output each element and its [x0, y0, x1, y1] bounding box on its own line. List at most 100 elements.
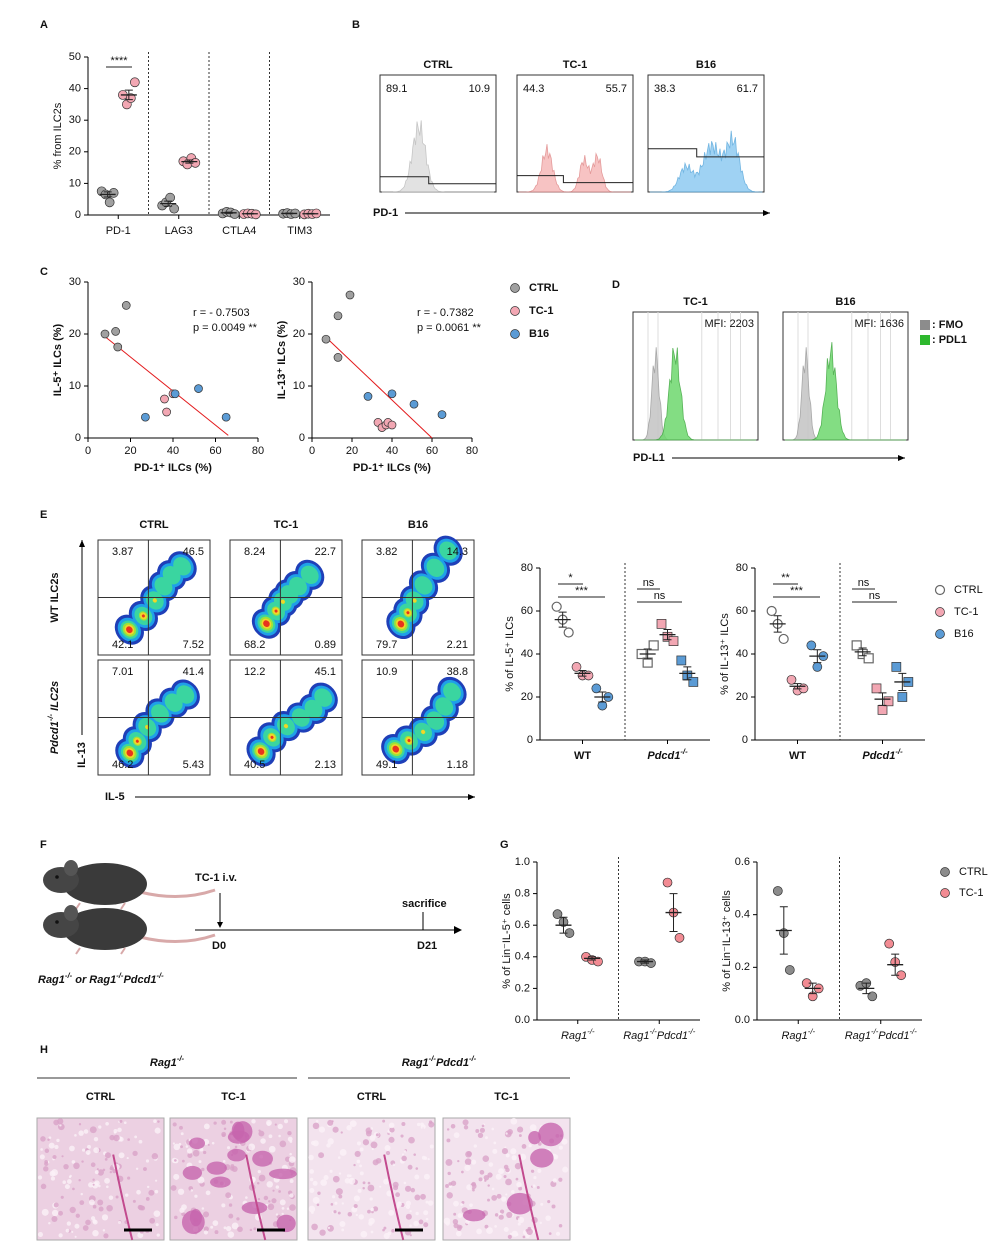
- tissue-speck: [477, 1132, 484, 1139]
- y-tick-label: 10: [293, 380, 305, 392]
- tissue-speck: [420, 1124, 426, 1130]
- error-bar: [669, 893, 678, 933]
- y-tick-label: 0.4: [515, 951, 530, 963]
- tissue-speck: [532, 1184, 536, 1188]
- tissue-speck: [395, 1192, 401, 1198]
- tissue-speck: [143, 1167, 147, 1172]
- tissue-speck: [356, 1141, 362, 1146]
- y-tick-label: 1.0: [515, 856, 530, 868]
- y-tick-label: 0: [75, 432, 81, 444]
- x-tick-label: WT: [574, 750, 591, 762]
- mouse-body: [63, 863, 147, 905]
- tissue-speck: [448, 1182, 453, 1186]
- tissue-speck: [315, 1119, 319, 1123]
- quadrant-percent: 5.43: [183, 759, 204, 771]
- tissue-speck: [106, 1204, 113, 1212]
- tissue-speck: [268, 1134, 273, 1139]
- tissue-speck: [471, 1159, 477, 1165]
- tissue-speck: [347, 1211, 353, 1217]
- density: [284, 724, 288, 729]
- tissue-speck: [201, 1207, 205, 1210]
- tissue-speck: [548, 1232, 552, 1235]
- x-tick-label: 60: [209, 445, 221, 457]
- tissue-speck: [266, 1119, 272, 1126]
- tissue-speck: [108, 1195, 114, 1200]
- tissue-speck: [78, 1179, 81, 1182]
- tissue-speck: [353, 1203, 358, 1209]
- tissue-speck: [403, 1181, 407, 1185]
- tumor-nodule: [206, 1161, 227, 1175]
- tissue-speck: [309, 1177, 314, 1182]
- tissue-speck: [148, 1189, 155, 1196]
- tissue-speck: [170, 1185, 177, 1191]
- tissue-speck: [461, 1170, 464, 1174]
- quadrant-percent: 45.1: [315, 666, 336, 678]
- gate-percent: 10.9: [469, 83, 490, 95]
- dot: [170, 389, 180, 399]
- dot: [321, 334, 331, 344]
- significance: ***: [790, 585, 804, 597]
- mouse-body: [63, 908, 147, 950]
- error-bar: [878, 692, 887, 706]
- tissue-speck: [174, 1159, 177, 1162]
- quadrant-percent: 41.4: [183, 666, 204, 678]
- tissue-speck: [428, 1120, 433, 1124]
- panel-letter: B: [352, 19, 360, 31]
- tissue-speck: [203, 1230, 209, 1235]
- tissue-speck: [333, 1210, 337, 1214]
- axis-label: PD-L1: [633, 452, 665, 464]
- tissue-speck: [367, 1184, 375, 1192]
- text-part: Pdcd1: [647, 750, 680, 762]
- tissue-speck: [201, 1167, 205, 1172]
- y-tick-label: 10: [69, 380, 81, 392]
- column-title: B16: [408, 519, 428, 531]
- y-tick-label: 0: [742, 734, 748, 746]
- tissue-speck: [54, 1144, 59, 1150]
- tissue-speck: [96, 1168, 99, 1171]
- tissue-speck: [457, 1159, 460, 1163]
- tissue-speck: [409, 1234, 412, 1237]
- y-tick-label: 0.6: [735, 856, 750, 868]
- tissue-speck: [405, 1200, 412, 1206]
- legend-marker: [510, 283, 520, 293]
- tissue-speck: [484, 1224, 489, 1229]
- tissue-speck: [445, 1184, 449, 1188]
- y-axis-label: % of Lin⁻IL-5⁺ cells: [501, 893, 513, 989]
- histogram: [518, 144, 631, 193]
- dot: [169, 203, 180, 214]
- mfi: MFI: 1636: [854, 318, 904, 330]
- significance: ***: [575, 585, 589, 597]
- tissue-speck: [409, 1210, 412, 1213]
- density: [435, 697, 454, 716]
- tissue-speck: [416, 1122, 421, 1127]
- tissue-speck: [447, 1171, 451, 1176]
- text-part: Rag1: [561, 1030, 587, 1042]
- tissue-speck: [337, 1211, 341, 1215]
- x-tick-label: 0: [85, 445, 91, 457]
- error-bar: [558, 611, 567, 628]
- quadrant-percent: 42.1: [112, 639, 133, 651]
- tissue-speck: [331, 1120, 334, 1123]
- tissue-speck: [369, 1197, 373, 1201]
- tissue-speck: [222, 1160, 226, 1163]
- density: [274, 609, 278, 613]
- tissue-speck: [493, 1141, 497, 1145]
- tissue-speck: [517, 1222, 521, 1226]
- tissue-speck: [327, 1225, 334, 1232]
- tissue-speck: [335, 1188, 343, 1196]
- y-tick-label: 60: [736, 605, 748, 617]
- tissue-speck: [172, 1122, 177, 1127]
- day-label: D0: [212, 940, 226, 952]
- tissue-speck: [475, 1129, 480, 1133]
- tissue-speck: [225, 1226, 232, 1232]
- tissue-speck: [561, 1138, 568, 1145]
- x-tick-label: 40: [167, 445, 179, 457]
- dot: [229, 209, 240, 219]
- tissue-speck: [92, 1183, 95, 1186]
- axis-label: IL-13: [76, 742, 88, 768]
- tissue-speck: [492, 1148, 498, 1154]
- tissue-speck: [192, 1149, 200, 1157]
- tissue-speck: [455, 1230, 462, 1237]
- tissue-speck: [40, 1148, 43, 1151]
- tissue-speck: [318, 1152, 325, 1159]
